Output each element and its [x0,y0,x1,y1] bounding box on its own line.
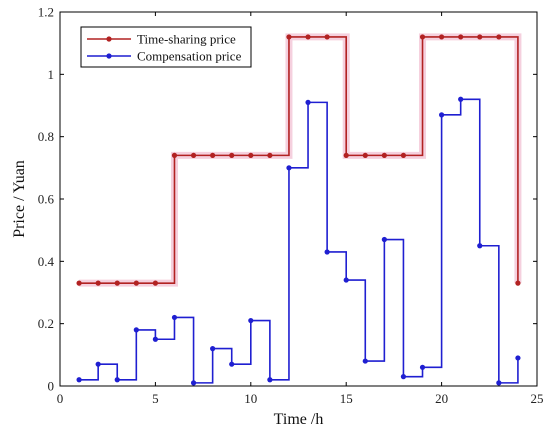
y-tick-label: 1 [48,67,55,82]
series-highlight-layer [79,33,522,287]
time-sharing-point [324,34,330,40]
x-tick-label: 20 [435,391,448,406]
compensation-point [76,377,82,383]
time-sharing-point [496,34,502,40]
time-sharing-point [286,34,292,40]
compensation-point [248,317,254,324]
compensation-point [477,243,483,249]
time-sharing-point [381,152,387,158]
compensation-point [286,165,292,171]
time-sharing-point [515,280,521,286]
compensation-point [381,236,387,243]
x-axis-title: Time /h [274,411,324,428]
time-sharing-point [210,152,216,158]
y-tick-label: 0.4 [38,254,55,269]
x-tick-label: 10 [244,391,257,406]
y-tick-label: 0.6 [38,192,55,207]
time-sharing-point [248,152,254,158]
x-tick-label: 15 [340,391,353,406]
compensation-point [419,364,426,370]
compensation-point [133,327,139,333]
time-sharing-point [152,280,158,286]
time-sharing-point [114,280,120,286]
compensation-price-line [79,98,519,384]
compensation-point [152,336,158,342]
legend: Time-sharing price Compensation price [80,26,252,68]
y-tick-label: 1.2 [38,5,54,20]
legend-box [80,26,252,68]
legend-marker-time-sharing [106,36,112,42]
time-sharing-point [171,152,178,158]
time-sharing-point [400,152,407,158]
time-sharing-highlight [79,33,522,287]
x-tick-label: 0 [57,391,64,406]
time-sharing-price-line [79,36,519,284]
time-sharing-point [305,34,311,40]
compensation-point [95,361,101,367]
compensation-point [324,249,330,255]
compensation-point [496,380,502,386]
compensation-point [210,346,216,352]
compensation-point [114,377,120,383]
time-sharing-point [362,152,368,158]
compensation-point [362,358,368,364]
time-sharing-point [439,34,445,40]
time-sharing-point [190,152,197,158]
time-sharing-point [477,34,483,40]
compensation-point [515,355,521,361]
time-sharing-point [458,34,464,40]
time-sharing-point [95,280,101,286]
x-tick-label: 5 [152,391,159,406]
compensation-point [190,380,197,386]
compensation-point [171,314,178,321]
legend-label-time-sharing: Time-sharing price [137,32,236,47]
y-tick-label: 0.2 [38,316,54,331]
compensation-point [400,374,407,380]
compensation-point [305,99,311,105]
compensation-point [343,277,349,283]
plot-frame [59,11,538,387]
time-sharing-point [229,152,235,158]
y-axis-title: Price / Yuan [11,160,28,238]
compensation-point [229,361,235,367]
time-sharing-point [133,280,139,286]
legend-marker-compensation [106,53,112,59]
legend-label-compensation: Compensation price [137,49,242,64]
time-sharing-point [343,152,349,158]
compensation-point [439,112,445,118]
compensation-point [267,377,273,383]
series-layer [76,34,521,386]
time-sharing-point [267,152,273,158]
compensation-point [458,96,464,102]
time-sharing-point [76,280,82,286]
y-tick-label: 0.8 [38,129,54,144]
x-tick-label: 25 [531,391,544,406]
y-tick-label: 0 [48,379,55,394]
time-sharing-point [419,34,426,40]
axis-ticks: 0 5 10 15 20 25 0 0.2 0.4 0.6 0.8 1 1.2 [38,5,544,407]
